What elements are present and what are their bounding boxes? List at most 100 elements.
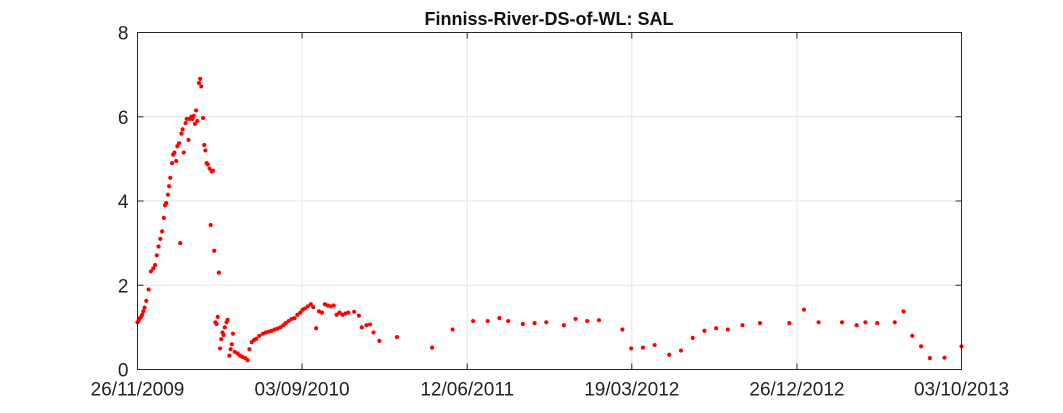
data-point (497, 316, 502, 321)
data-point (208, 222, 213, 228)
data-point (725, 327, 730, 332)
data-point (158, 236, 163, 242)
data-point (222, 325, 227, 330)
data-point (364, 323, 369, 328)
data-point (161, 215, 166, 220)
data-point (839, 320, 845, 325)
data-point (179, 131, 184, 136)
data-point (352, 309, 357, 314)
data-point (346, 310, 351, 315)
data-point (221, 332, 226, 338)
data-point (485, 318, 490, 324)
data-point (506, 318, 511, 324)
data-point (371, 330, 376, 335)
data-point (429, 345, 435, 350)
data-point (203, 148, 208, 153)
data-point (910, 333, 915, 338)
x-tick-label: 26/11/2009 (91, 380, 185, 401)
data-point (311, 305, 316, 310)
data-point (172, 150, 177, 155)
y-tick-label: 6 (118, 108, 129, 129)
data-point (367, 322, 373, 327)
data-point (165, 192, 171, 197)
data-point (757, 321, 763, 326)
y-tick-label: 4 (118, 192, 129, 213)
data-point (740, 323, 745, 328)
data-point (714, 326, 719, 331)
data-point (174, 158, 179, 164)
data-point (198, 76, 203, 81)
data-point (520, 321, 525, 327)
data-point (212, 248, 217, 253)
data-point (227, 353, 232, 358)
data-point (702, 328, 707, 333)
data-point (191, 113, 196, 119)
data-point (200, 115, 206, 121)
data-point (144, 298, 149, 303)
data-point (359, 325, 364, 330)
data-point (573, 316, 578, 322)
data-point (283, 321, 288, 326)
data-point (314, 326, 319, 331)
grid-layer (137, 32, 962, 370)
data-markers (135, 76, 964, 363)
data-point (219, 337, 224, 342)
data-point (151, 266, 156, 271)
data-point (356, 313, 361, 318)
data-point (319, 310, 325, 315)
data-point (141, 309, 146, 314)
chart-title: Finniss-River-DS-of-WL: SAL (425, 9, 674, 29)
data-point (152, 262, 158, 268)
data-point (331, 303, 336, 308)
data-point (142, 305, 147, 310)
data-point (292, 316, 297, 321)
data-point (186, 137, 191, 143)
data-point (247, 347, 252, 352)
data-point (228, 347, 233, 352)
data-point (544, 320, 549, 325)
data-point (207, 166, 212, 171)
data-point (167, 184, 172, 189)
data-point (257, 333, 262, 338)
data-point (160, 229, 165, 234)
data-point (863, 320, 868, 325)
data-point (667, 352, 672, 357)
data-point (196, 80, 202, 86)
data-point (214, 321, 219, 327)
y-tick-label: 8 (118, 24, 129, 45)
data-point (181, 150, 186, 155)
data-point (225, 317, 230, 322)
data-point (230, 331, 236, 336)
data-point (596, 318, 602, 323)
data-point (254, 336, 259, 341)
data-point (690, 335, 695, 341)
data-point (901, 309, 906, 314)
data-point (470, 318, 476, 324)
data-point (875, 321, 880, 326)
data-point (918, 344, 924, 349)
data-point (652, 342, 657, 348)
data-point (801, 307, 807, 312)
data-point (184, 116, 189, 121)
data-point (176, 141, 182, 146)
data-point (532, 321, 537, 326)
data-point (169, 160, 175, 166)
data-point (278, 325, 283, 330)
data-point (854, 323, 859, 328)
tick-labels: 26/11/2009 03/09/2010 12/06/2011 19/03/2012… (91, 24, 1009, 401)
data-point (298, 310, 303, 315)
data-point (927, 356, 932, 361)
data-point (302, 306, 308, 311)
data-point (394, 334, 400, 340)
x-tick-label: 03/10/2013 (914, 380, 1009, 401)
data-point (787, 321, 792, 326)
data-point (620, 327, 625, 332)
data-point (286, 318, 291, 324)
data-point (192, 121, 197, 127)
data-point (180, 127, 185, 132)
data-point (305, 304, 311, 309)
x-tick-label: 12/06/2011 (420, 380, 514, 401)
data-point (337, 310, 342, 315)
